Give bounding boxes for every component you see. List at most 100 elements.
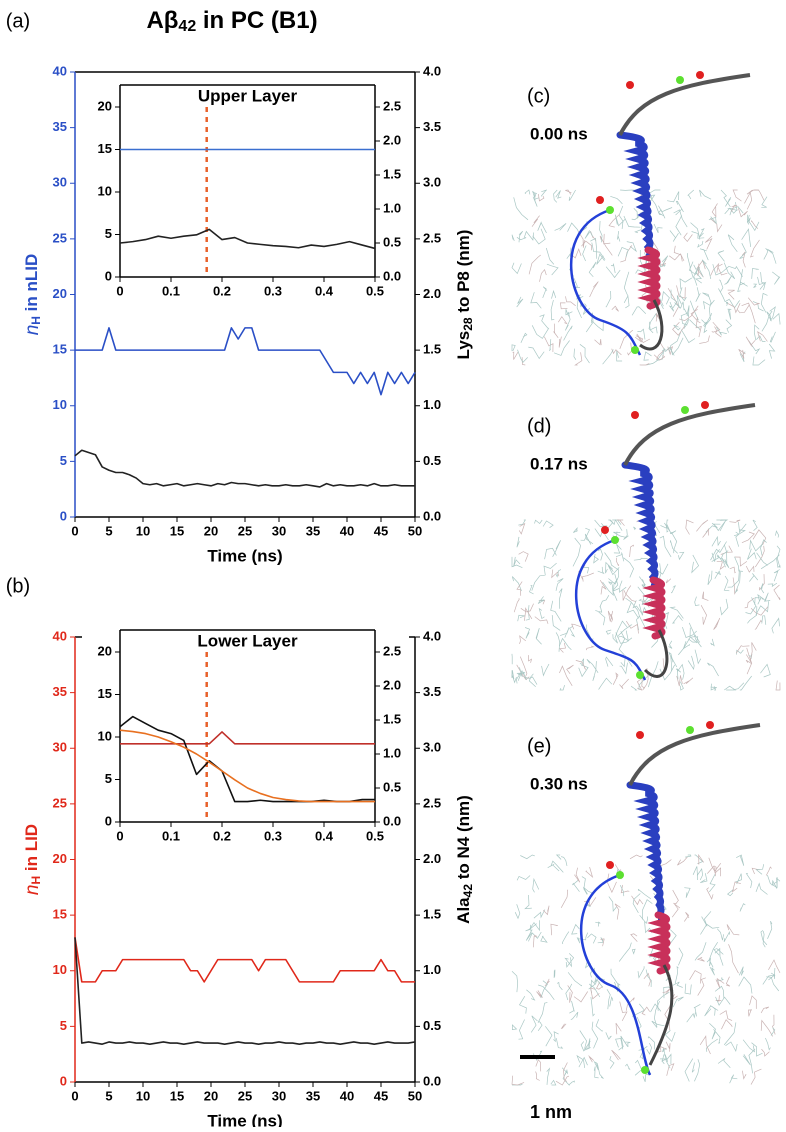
residue	[631, 411, 639, 419]
axis-label-part: H	[29, 876, 43, 885]
y2-tick-label: 1.5	[423, 907, 441, 922]
residue	[626, 81, 634, 89]
figure-title: Aβ42 in PC (B1)	[146, 7, 317, 35]
x-tick-label: 0.2	[213, 283, 231, 298]
residue	[606, 861, 614, 869]
x-tick-label: 20	[204, 1088, 218, 1103]
residue	[701, 401, 709, 409]
residue	[616, 871, 624, 879]
y-tick-label: 40	[53, 63, 67, 78]
residue	[696, 71, 704, 79]
x-tick-label: 5	[105, 1088, 112, 1103]
y-tick-label: 15	[98, 686, 112, 701]
axis-label-part: 42	[461, 884, 475, 898]
x-tick-label: 30	[272, 1088, 286, 1103]
residue	[706, 721, 714, 729]
y-tick-label: 30	[53, 175, 67, 190]
y-tick-label: 15	[53, 907, 67, 922]
y2-tick-label: 1.0	[383, 200, 401, 215]
snapshot-label: (d)	[527, 415, 551, 437]
y2-tick-label: 0.0	[383, 813, 401, 828]
x-tick-label: 25	[238, 523, 252, 538]
y2-tick-label: 2.0	[383, 132, 401, 147]
x-tick-label: 25	[238, 1088, 252, 1103]
y2-tick-label: 3.0	[423, 740, 441, 755]
axis-label-part: 28	[461, 317, 475, 331]
y2-tick-label: 4.0	[423, 628, 441, 643]
y2-tick-label: 1.5	[383, 166, 401, 181]
y-tick-label: 25	[53, 230, 67, 245]
y-tick-label: 0	[60, 1073, 67, 1088]
x-tick-label: 15	[170, 1088, 184, 1103]
axis-label-part: Lys	[454, 331, 473, 360]
title-part: in PC (B1)	[196, 7, 317, 34]
x-tick-label: 40	[340, 523, 354, 538]
residue	[601, 526, 609, 534]
y2-tick-label: 2.5	[423, 795, 441, 810]
axis-label-part: Ala	[454, 897, 473, 924]
x-tick-label: 15	[170, 523, 184, 538]
y2-tick-label: 0.0	[383, 268, 401, 283]
panel-label: (b)	[6, 575, 30, 597]
panel-label: (a)	[6, 10, 30, 32]
y-tick-label: 5	[105, 226, 112, 241]
axis-label-part: in nLID	[22, 254, 41, 316]
x-tick-label: 0.5	[366, 828, 384, 843]
y2-tick-label: 1.0	[423, 962, 441, 977]
y2-tick-label: 2.0	[423, 851, 441, 866]
residue	[641, 1066, 649, 1074]
x-tick-label: 50	[408, 523, 422, 538]
x-tick-label: 0.3	[264, 283, 282, 298]
y2-axis-label: Lys28 to P8 (nm)	[454, 230, 474, 360]
x-tick-label: 0.1	[162, 828, 180, 843]
y2-tick-label: 0.0	[423, 508, 441, 523]
axis-label-part: to N4 (nm)	[454, 795, 473, 884]
x-tick-label: 0	[71, 1088, 78, 1103]
y-tick-label: 10	[98, 183, 112, 198]
x-tick-label: 10	[136, 1088, 150, 1103]
y2-tick-label: 1.5	[423, 342, 441, 357]
y2-tick-label: 0.5	[423, 1018, 441, 1033]
y2-tick-label: 0.5	[383, 234, 401, 249]
residue	[676, 76, 684, 84]
y2-tick-label: 0.5	[423, 453, 441, 468]
x-tick-label: 50	[408, 1088, 422, 1103]
inset-background	[82, 84, 409, 306]
y-tick-label: 35	[53, 119, 67, 134]
y-tick-label: 40	[53, 628, 67, 643]
x-tick-label: 45	[374, 1088, 388, 1103]
residue	[631, 346, 639, 354]
x-axis-label: Time (ns)	[207, 1111, 282, 1127]
x-tick-label: 0.3	[264, 828, 282, 843]
residue	[681, 406, 689, 414]
axis-label-part: H	[29, 316, 43, 325]
snapshot-label: (e)	[527, 735, 551, 757]
x-tick-label: 0.2	[213, 828, 231, 843]
inset-title: Lower Layer	[197, 631, 298, 650]
x-tick-label: 35	[306, 523, 320, 538]
x-tick-label: 5	[105, 523, 112, 538]
y-tick-label: 30	[53, 740, 67, 755]
lipid	[554, 970, 555, 978]
y-tick-label: 25	[53, 795, 67, 810]
y2-axis-label: Ala42 to N4 (nm)	[454, 795, 474, 924]
y-tick-label: 10	[98, 728, 112, 743]
x-tick-label: 10	[136, 523, 150, 538]
y2-tick-label: 3.5	[423, 684, 441, 699]
y-tick-label: 35	[53, 684, 67, 699]
residue	[596, 196, 604, 204]
x-tick-label: 20	[204, 523, 218, 538]
y2-tick-label: 3.5	[423, 119, 441, 134]
y-tick-label: 20	[98, 643, 112, 658]
y-tick-label: 20	[53, 286, 67, 301]
snapshot-time: 0.30 ns	[530, 774, 588, 793]
y2-tick-label: 1.0	[423, 397, 441, 412]
x-tick-label: 45	[374, 523, 388, 538]
x-tick-label: 0.4	[315, 828, 334, 843]
x-tick-label: 0	[116, 283, 123, 298]
residue	[686, 726, 694, 734]
title-part: Aβ	[146, 7, 178, 34]
